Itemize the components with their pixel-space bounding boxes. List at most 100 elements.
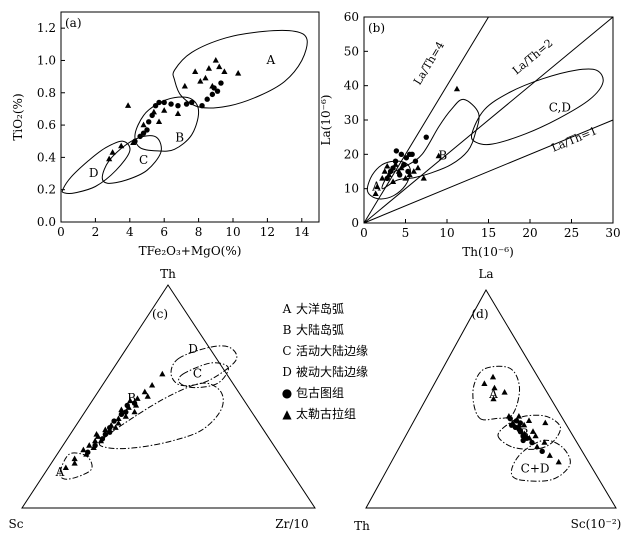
panel-c-field-label: A xyxy=(55,465,65,479)
panel-c-triangle-point xyxy=(102,426,109,433)
panel-d-field-label: A xyxy=(488,387,498,401)
panel-c-triangle-point xyxy=(144,393,151,399)
panel-b-circle-point xyxy=(393,148,400,154)
panel-a-circle-point xyxy=(189,99,195,106)
panel-d-field-label: C+D xyxy=(521,461,550,475)
panel-d-triangle-point xyxy=(516,421,523,428)
panel-b-ratio-line-label: La/Th=1 xyxy=(550,124,600,154)
panel-b-triangle-point xyxy=(420,174,427,181)
panel-d-triangle-point xyxy=(534,443,541,450)
panel-d-triangle-point xyxy=(521,421,528,428)
panel-c-triangle-point xyxy=(71,455,78,462)
panel-c-triangle-point xyxy=(125,404,132,410)
legend: A 大洋岛弧 B 大陆岛弧 C 活动大陆边缘 D 被动大陆边缘 ● 包古图组 ▲ 太勒古拉组 xyxy=(282,301,368,421)
panel-c-triangle xyxy=(21,284,316,509)
panel-c-field-b-outline xyxy=(99,382,224,450)
panel-b-ratio-line xyxy=(363,16,614,224)
legend-symbol: D xyxy=(282,365,292,379)
panel-d-triangle-point xyxy=(509,419,516,426)
panel-d-triangle-point xyxy=(555,458,562,465)
panel-a-xlabel: TFe₂O₃+MgO(%) xyxy=(139,244,242,258)
panel-a-triangle-point xyxy=(216,63,223,70)
panel-a-circle-point xyxy=(161,99,167,106)
panel-a-triangle-point xyxy=(155,118,163,125)
panel-d: La Th Sc(10⁻²) (d) C+DBA xyxy=(354,267,621,533)
panel-b-ratio-line xyxy=(363,119,614,224)
panel-b-field-cd-outline xyxy=(470,68,604,146)
legend-text: 大洋岛弧 xyxy=(296,301,344,316)
panel-c-triangle-point xyxy=(108,422,115,428)
panel-a-triangle-point xyxy=(205,65,213,71)
panel-b-circle-point xyxy=(392,158,399,164)
panel-d-triangle xyxy=(365,288,617,509)
panel-a: (a) TFe₂O₃+MgO(%) TiO₂(%) 0 2 4 6 8 10 12 14 0.0… xyxy=(11,11,320,258)
panel-a-xtick-label: 8 xyxy=(195,225,203,239)
panel-d-triangle-point xyxy=(521,430,528,437)
panel-b-circle-point xyxy=(401,161,407,168)
panel-b-field-label: C,D xyxy=(549,100,571,114)
panel-c-triangle-point xyxy=(86,442,93,448)
panel-b-xtick-label: 25 xyxy=(564,226,579,240)
panel-a-circle-point xyxy=(183,101,190,107)
panel-b-circle-point xyxy=(423,134,429,140)
panel-c-triangle-point xyxy=(71,460,78,466)
panel-a-ytick-label: 1.2 xyxy=(37,21,56,35)
panel-b-xtick-label: 30 xyxy=(605,226,620,240)
panel-b-triangle-point xyxy=(402,174,409,181)
panel-b-ytick-label: 10 xyxy=(344,182,359,196)
legend-text: 被动大陆边缘 xyxy=(296,364,368,379)
panel-b-ytick-label: 0 xyxy=(351,216,359,230)
panel-d-vertex-top: La xyxy=(478,267,493,281)
panel-d-triangle-point xyxy=(489,373,497,380)
panel-b-triangle-point xyxy=(406,171,413,178)
legend-text: 太勒古拉组 xyxy=(296,406,356,421)
panel-d-triangle-point xyxy=(481,380,488,386)
panel-a-ytick-label: 0.8 xyxy=(37,86,56,100)
panel-c-triangle-point xyxy=(62,464,69,471)
panel-a-label: (a) xyxy=(65,16,82,30)
panel-b-ratio-line xyxy=(363,16,489,224)
panel-d-field-b-outline xyxy=(497,414,561,450)
panel-b-triangle-point xyxy=(392,161,399,167)
panel-c-circle-point xyxy=(123,409,129,415)
panel-c-triangle-point xyxy=(127,397,134,404)
panel-b-xtick-label: 5 xyxy=(402,226,410,240)
panel-a-xtick-label: 10 xyxy=(225,225,240,239)
panel-c-field-label: D xyxy=(188,342,198,356)
legend-text: 大陆岛弧 xyxy=(296,322,344,337)
panel-d-circle-point xyxy=(520,437,526,444)
panel-a-circle-point xyxy=(218,80,224,86)
legend-text: 活动大陆边缘 xyxy=(296,343,368,358)
panel-d-triangle-point xyxy=(505,413,512,419)
panel-a-ylabel: TiO₂(%) xyxy=(11,93,25,140)
panel-b-triangle-point xyxy=(398,164,405,171)
panel-c-circle-point xyxy=(118,411,125,418)
panel-a-circle-point xyxy=(156,99,162,106)
panel-c-triangle-point xyxy=(97,437,105,444)
panel-a-triangle-point xyxy=(130,139,137,146)
panel-c-triangle-point xyxy=(122,413,129,419)
panel-b-triangle-point xyxy=(374,183,381,190)
panel-a-frame xyxy=(60,11,320,223)
panel-a-triangle-point xyxy=(161,107,168,113)
panel-b-circle-point xyxy=(412,158,419,164)
panel-d-label: (d) xyxy=(471,307,488,321)
panel-c-triangle-point xyxy=(131,408,138,415)
legend-symbol: ▲ xyxy=(282,407,292,421)
panel-b-field-b-outline xyxy=(381,98,480,190)
panel-a-xtick-label: 6 xyxy=(160,225,168,239)
panel-b-circle-point xyxy=(398,151,405,158)
panel-a-ytick-label: 0.6 xyxy=(37,118,56,132)
panel-b-ytick-label: 30 xyxy=(344,113,359,127)
panel-b-ratio-line-label: La/Th=4 xyxy=(411,39,447,87)
panel-b-ratio-line-label: La/Th=2 xyxy=(510,37,555,78)
panel-d-circle-point xyxy=(516,426,522,433)
panel-d-vertex-right: Sc(10⁻²) xyxy=(571,517,622,531)
panel-a-triangle-point xyxy=(181,82,188,89)
panel-a-circle-point xyxy=(209,91,216,98)
panel-a-triangle-point xyxy=(118,142,125,149)
panel-a-triangle-point xyxy=(124,102,132,108)
panel-b-triangle-point xyxy=(435,152,442,159)
panel-a-circle-point xyxy=(137,133,143,140)
